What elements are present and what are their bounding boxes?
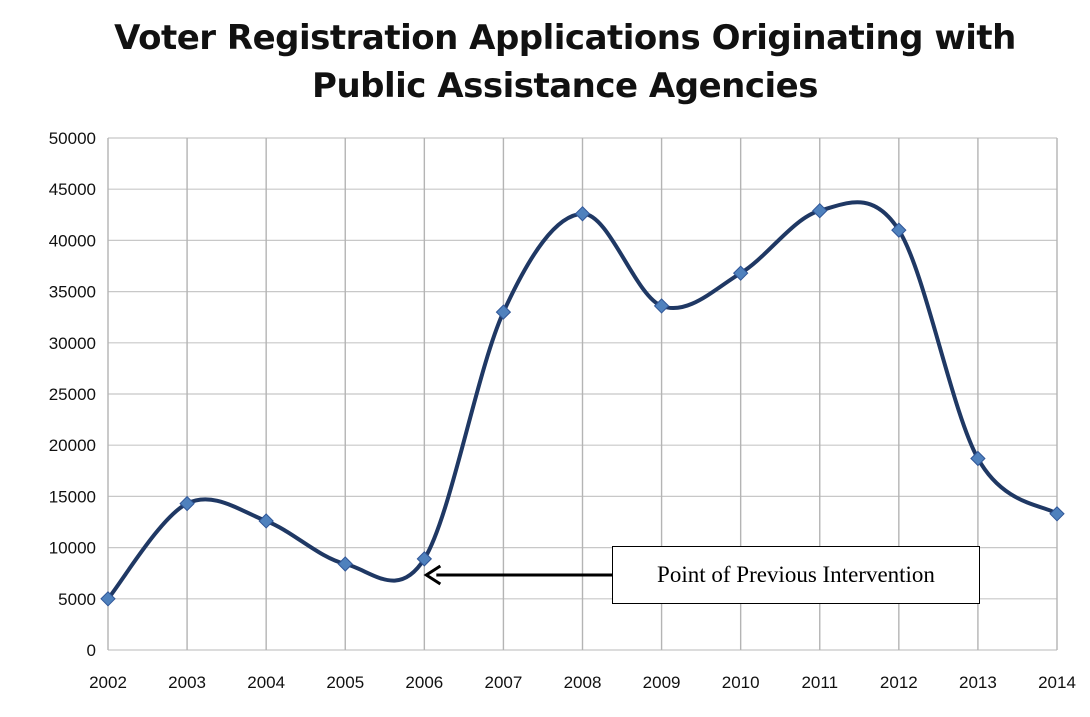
y-tick-label: 45000 (49, 180, 96, 199)
x-tick-label: 2007 (485, 673, 523, 692)
data-point-marker (1049, 506, 1065, 522)
data-point-marker (258, 513, 274, 529)
data-point-marker (495, 304, 512, 320)
y-tick-label: 25000 (49, 385, 96, 404)
x-tick-label: 2006 (405, 673, 443, 692)
x-tick-label: 2012 (880, 673, 918, 692)
annotation-arrow-head (423, 564, 442, 586)
x-tick-label: 2009 (643, 673, 681, 692)
x-tick-label: 2003 (168, 673, 206, 692)
chart-title: Voter Registration Applications Originat… (0, 14, 1090, 110)
data-point-marker (653, 298, 670, 314)
y-axis-tick-labels: 0 5000 10000 15000 20000 25000 30000 35000 40000… (49, 129, 96, 660)
y-tick-label: 10000 (49, 539, 96, 558)
x-tick-label: 2013 (959, 673, 997, 692)
chart-title-line-1: Voter Registration Applications Originat… (114, 18, 1016, 58)
chart-title-line-2: Public Assistance Agencies (312, 66, 818, 106)
y-tick-label: 40000 (49, 231, 96, 250)
y-tick-label: 20000 (49, 436, 96, 455)
data-point-marker (891, 222, 907, 238)
y-tick-label: 0 (87, 641, 96, 660)
x-tick-label: 2010 (722, 673, 760, 692)
x-tick-label: 2014 (1038, 673, 1076, 692)
x-tick-label: 2005 (326, 673, 364, 692)
x-tick-label: 2002 (89, 673, 127, 692)
data-point-marker (416, 551, 433, 567)
x-axis-tick-labels: 2002 2003 2004 2005 2006 2007 2008 2009 2010 2011… (89, 673, 1076, 692)
x-tick-label: 2004 (247, 673, 285, 692)
y-tick-label: 30000 (49, 334, 96, 353)
data-point-marker (732, 265, 749, 281)
marker-group (100, 202, 1065, 607)
x-tick-label: 2011 (801, 673, 838, 692)
annotation-box: Point of Previous Intervention (612, 546, 980, 604)
y-tick-label: 50000 (49, 129, 96, 148)
x-tick-label: 2008 (564, 673, 602, 692)
data-point-marker (337, 556, 353, 572)
data-point-marker (970, 450, 986, 467)
data-point-marker (812, 202, 828, 219)
y-tick-label: 35000 (49, 283, 96, 302)
y-tick-label: 5000 (58, 590, 96, 609)
annotation-text: Point of Previous Intervention (657, 562, 935, 587)
y-tick-label: 15000 (49, 487, 96, 506)
data-point-marker (179, 495, 195, 512)
data-point-marker (574, 206, 591, 222)
data-point-marker (100, 591, 116, 607)
annotation-arrow-group (423, 564, 612, 586)
